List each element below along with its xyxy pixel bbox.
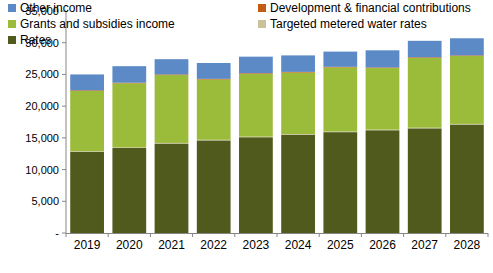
bar-segment [112,66,146,82]
x-tick-label: 2026 [369,238,396,252]
y-tick-label: 15,000 [25,132,59,144]
x-tick-label: 2019 [74,238,101,252]
bar-segment [323,52,357,67]
bar-segment [281,55,315,71]
bar-segment [239,137,273,233]
bar-segment [323,67,357,131]
x-tick-label: 2023 [243,238,270,252]
legend-label: Grants and subsidies income [20,17,175,31]
bar-segment [197,140,231,233]
x-tick [234,233,235,237]
legend-label: Rates [20,33,51,47]
y-tick-label: 10,000 [25,164,59,176]
y-tick-label: 25,000 [25,68,59,80]
bar-segment [197,63,231,79]
y-tick [62,106,66,107]
bar-segment [70,152,104,233]
bar-segment [450,38,484,55]
bar-segment [281,73,315,135]
legend-label: Targeted metered water rates [270,17,427,31]
bar-segment [155,75,189,143]
legend-swatch [258,20,266,28]
x-tick [445,233,446,237]
y-tick-label: - [55,227,59,239]
bar-segment [408,41,442,57]
bar-segment [239,74,273,137]
x-tick [277,233,278,237]
bar-segment [197,80,231,140]
x-tick [108,233,109,237]
x-tick [319,233,320,237]
x-tick-label: 2021 [158,238,185,252]
legend-swatch [8,20,16,28]
x-tick-label: 2024 [285,238,312,252]
y-tick [62,137,66,138]
y-tick-label: 5,000 [31,195,59,207]
y-tick [62,74,66,75]
bar-segment [366,68,400,130]
legend-label: Development & financial contributions [270,1,471,15]
legend-label: Other income [20,1,92,15]
bar-segment [450,125,484,233]
bar-segment [323,132,357,233]
y-tick [62,201,66,202]
bar-segment [281,135,315,233]
bar-segment [112,148,146,233]
bar-segment [155,144,189,233]
y-tick-label: 20,000 [25,100,59,112]
x-tick [150,233,151,237]
x-tick [66,233,67,237]
x-tick-label: 2020 [116,238,143,252]
bar-segment [70,91,104,151]
x-tick [488,233,489,237]
bar-segment [366,50,400,67]
background [0,0,493,273]
legend-swatch [8,4,16,12]
bar-segment [408,128,442,233]
bar-segment [408,58,442,128]
x-tick-label: 2022 [200,238,227,252]
y-tick [62,169,66,170]
x-tick-label: 2028 [454,238,481,252]
chart: -5,00010,00015,00020,00025,00030,00035,0… [0,0,493,273]
x-tick [403,233,404,237]
legend-swatch [8,36,16,44]
bar-segment [450,56,484,124]
bars [70,38,484,233]
x-tick-label: 2025 [327,238,354,252]
bar-segment [239,57,273,73]
y-tick [62,233,66,234]
x-tick-label: 2027 [411,238,438,252]
bar-segment [155,59,189,74]
legend-swatch [258,4,266,12]
bar-segment [112,83,146,147]
y-axis [66,11,67,233]
bar-segment [366,130,400,233]
y-tick [62,42,66,43]
x-tick [361,233,362,237]
x-tick [192,233,193,237]
bar-segment [70,74,104,90]
